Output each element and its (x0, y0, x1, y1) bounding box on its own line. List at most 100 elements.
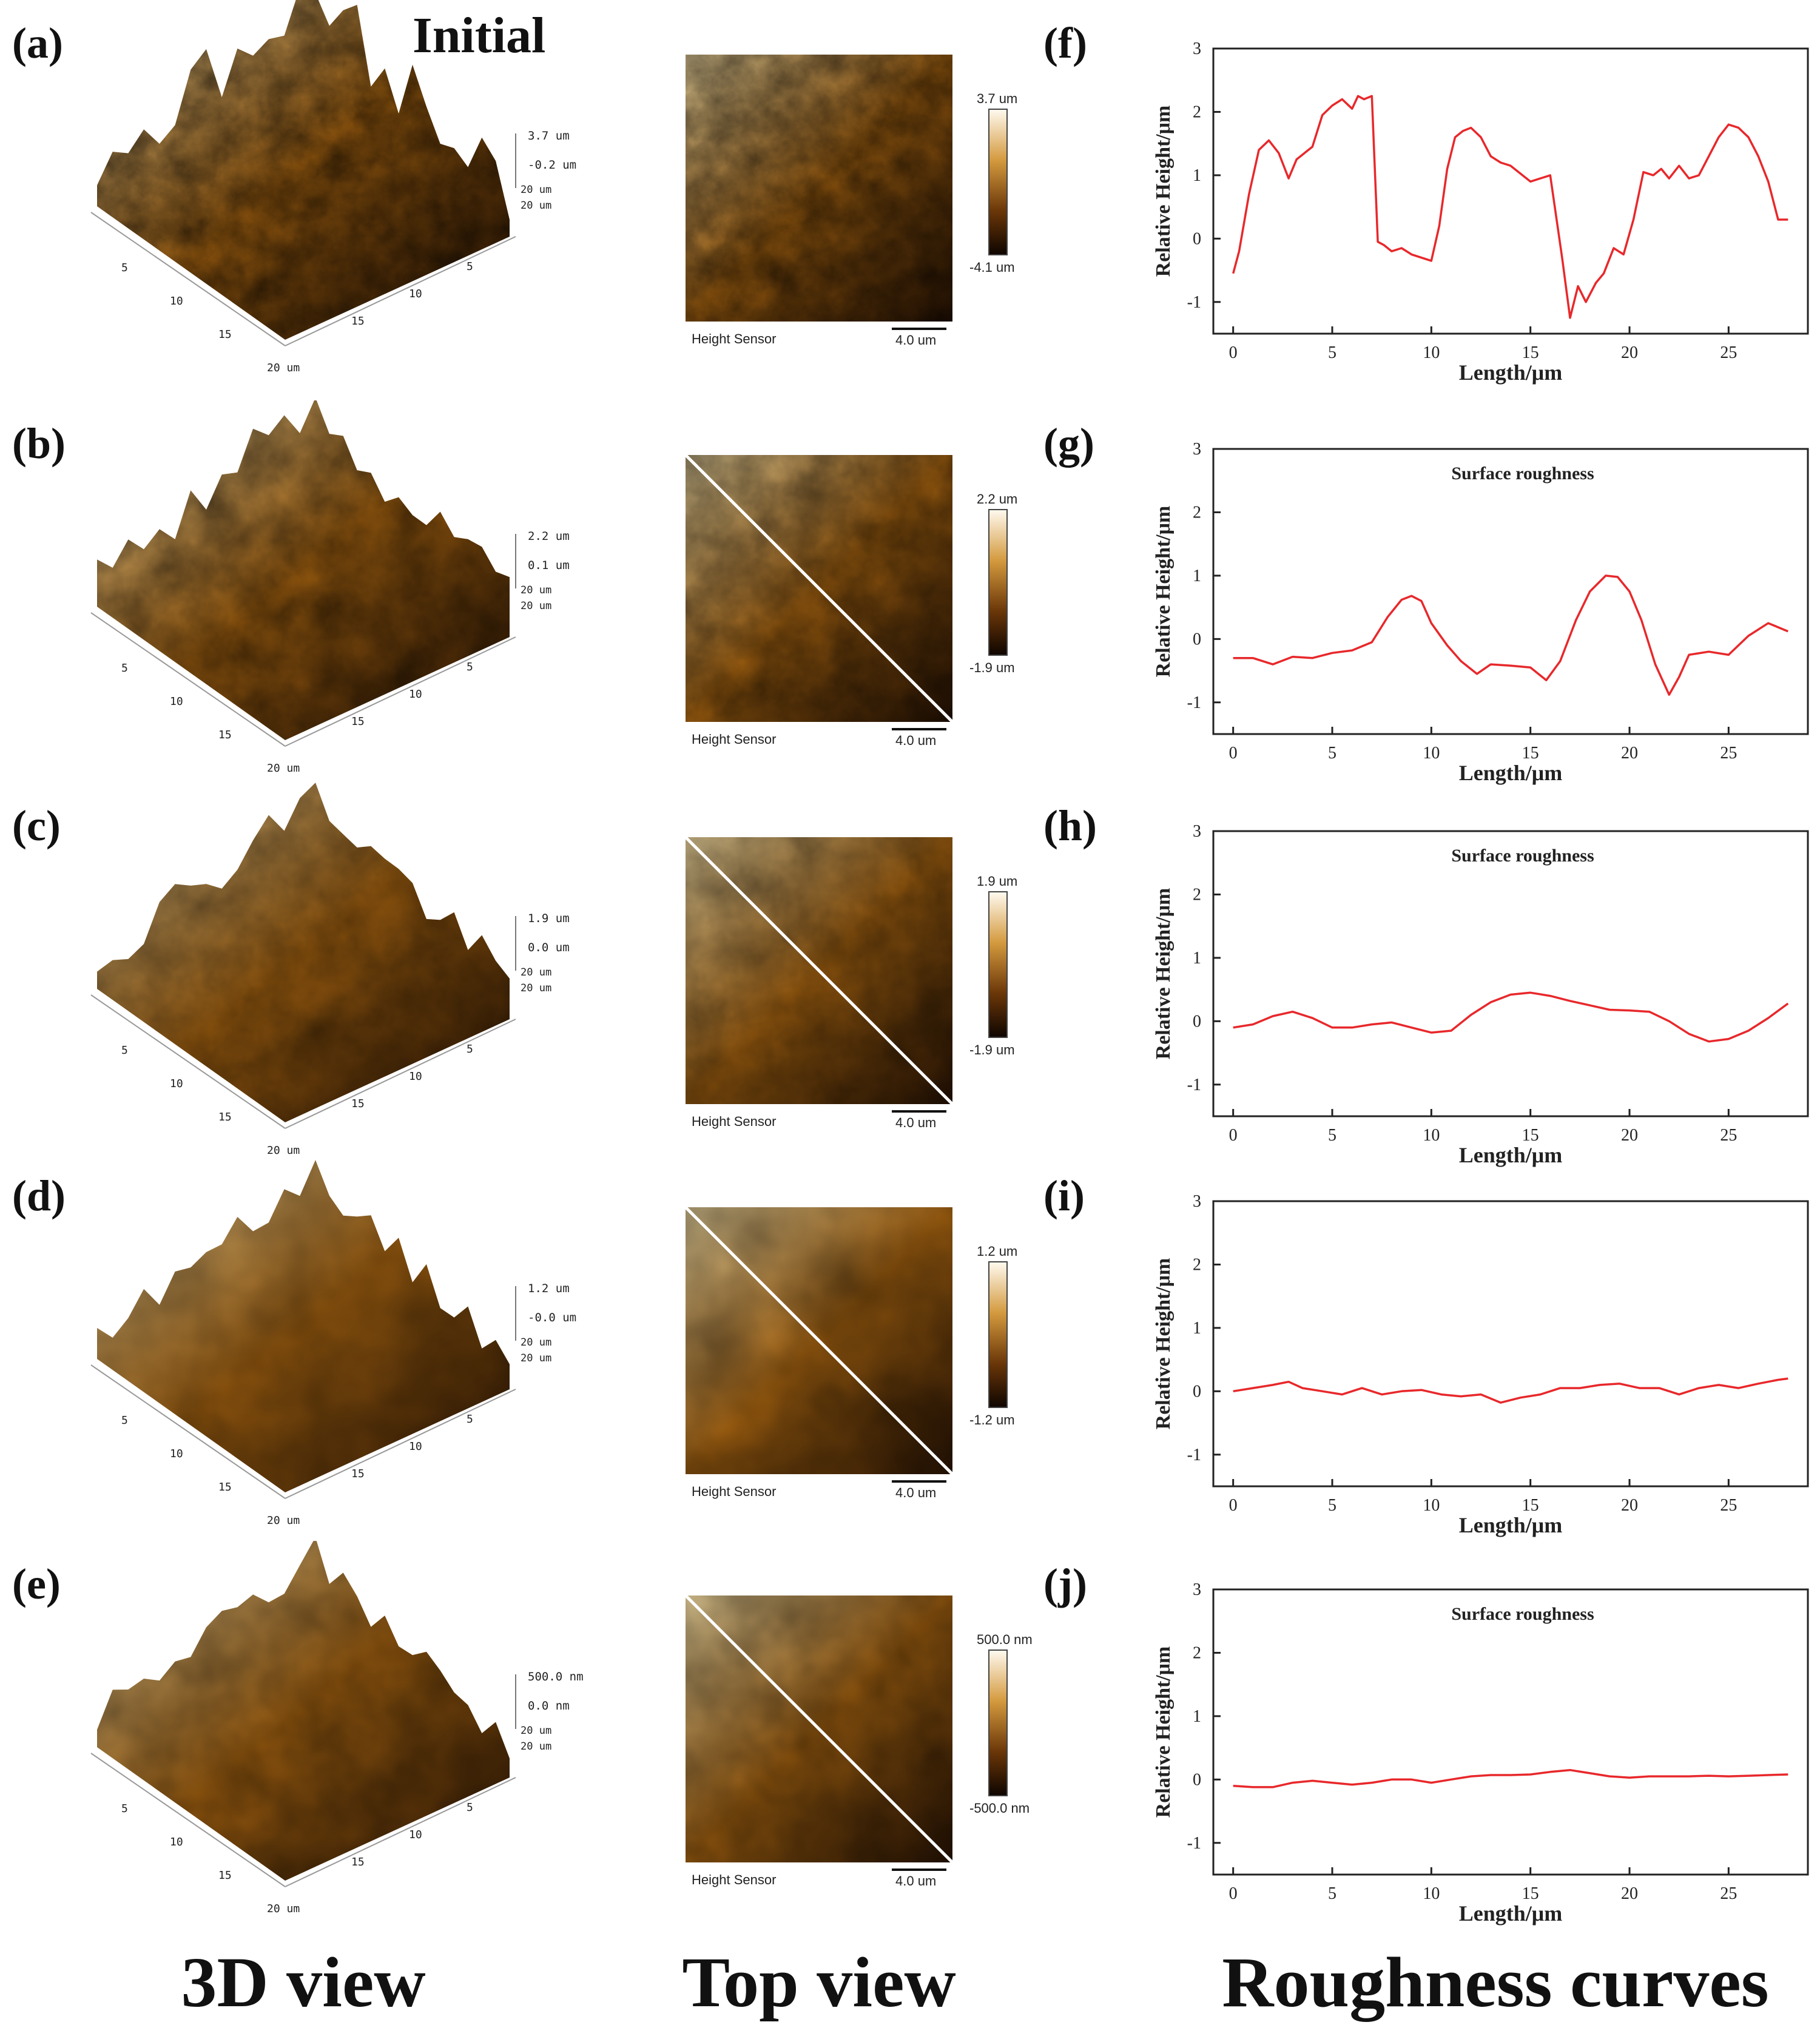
z-max-label: 3.7 um (528, 129, 570, 143)
y-tick-label: 1 (1193, 1319, 1201, 1338)
z-extent-label: 20 um (521, 1336, 551, 1349)
plot-title: Surface roughness (1451, 1604, 1594, 1624)
axis-tick-label: 5 (121, 1414, 128, 1427)
z-mid-label: 0.1 um (528, 559, 570, 572)
x-tick-label: 15 (1522, 744, 1539, 763)
x-tick-label: 20 (1621, 1884, 1638, 1903)
color-scale-min: -500.0 nm (969, 1801, 1030, 1816)
y-tick-label: -1 (1187, 293, 1201, 312)
height-sensor-label: Height Sensor (692, 1114, 776, 1129)
axis-right (285, 1777, 516, 1887)
axis-tick-label: 5 (467, 661, 473, 673)
axis-tick-label: 15 (218, 1869, 232, 1882)
height-sensor-label: Height Sensor (692, 1484, 776, 1499)
y-tick-label: 1 (1193, 949, 1201, 968)
scale-bar-label: 4.0 um (895, 733, 936, 748)
afm-top-view: 3.7 um -4.1 um Height Sensor 4.0 um (686, 55, 1017, 348)
axis-tick-label: 10 (170, 695, 183, 708)
roughness-curve (1232, 95, 1788, 319)
axis-tick-label: 20 um (267, 1144, 300, 1157)
panel-label-3d: (e) (12, 1560, 61, 1608)
color-scale-max: 500.0 nm (977, 1632, 1033, 1647)
x-axis-label: Length/μm (1459, 1143, 1562, 1167)
x-axis-label: Length/μm (1459, 761, 1562, 785)
scale-bar-label: 4.0 um (895, 1485, 936, 1500)
axis-tick-label: 15 (218, 328, 232, 341)
z-mid-label: 0.0 um (528, 941, 570, 954)
y-tick-label: 0 (1193, 229, 1201, 248)
afm-3d-view: 5 10 15 20 um 5 10 15 2.2 um 0.1 um 20 um 20 um (90, 400, 570, 775)
axis-tick-label: 10 (170, 1447, 183, 1460)
axis-tick-label: 15 (351, 1467, 365, 1480)
y-tick-label: 2 (1193, 1255, 1201, 1274)
panel-label-3d: (d) (12, 1171, 66, 1220)
y-tick-label: 3 (1193, 39, 1201, 58)
axis-tick-label: 5 (121, 261, 128, 274)
axis-right (285, 1389, 516, 1499)
afm-top-view: 1.2 um -1.2 um Height Sensor 4.0 um (684, 1206, 1017, 1500)
z-extent-label: 20 um (521, 1740, 551, 1753)
y-axis-label: Relative Height/μm (1152, 506, 1175, 678)
x-tick-label: 0 (1229, 744, 1238, 763)
plot-title: Surface roughness (1451, 846, 1594, 866)
color-scale-bar (988, 109, 1008, 255)
axis-tick-label: 20 um (267, 1902, 300, 1915)
x-axis-label: Length/μm (1459, 360, 1562, 385)
panel-label-curve: (j) (1043, 1560, 1087, 1608)
col-title-curves: Roughness curves (1222, 1943, 1769, 2022)
x-tick-label: 0 (1229, 1126, 1238, 1145)
z-max-label: 1.2 um (528, 1282, 570, 1295)
axis-tick-label: 20 um (267, 362, 300, 374)
panel-label-3d: (a) (12, 19, 63, 67)
z-max-label: 1.9 um (528, 912, 570, 925)
x-tick-label: 25 (1720, 343, 1737, 362)
y-tick-label: 1 (1193, 1707, 1201, 1726)
panel-label-3d: (b) (12, 419, 66, 468)
y-axis-label: Relative Height/μm (1152, 1258, 1175, 1430)
z-extent-label: 20 um (521, 184, 551, 196)
y-tick-label: -1 (1187, 1076, 1201, 1094)
y-tick-label: 0 (1193, 630, 1201, 649)
roughness-curve (1233, 1377, 1788, 1404)
y-tick-label: -1 (1187, 1834, 1201, 1853)
y-tick-label: 0 (1193, 1012, 1201, 1031)
y-tick-label: 3 (1193, 440, 1201, 459)
axis-tick-label: 10 (409, 1070, 422, 1083)
axis-tick-label: 15 (218, 1111, 232, 1124)
y-tick-label: -1 (1187, 1446, 1201, 1464)
y-tick-label: 1 (1193, 166, 1201, 185)
plot-frame (1212, 47, 1809, 335)
axis-tick-label: 15 (218, 729, 232, 741)
axis-tick-label: 5 (121, 662, 128, 675)
x-tick-label: 25 (1720, 1496, 1737, 1515)
axis-tick-label: 5 (121, 1802, 128, 1815)
axis-right (285, 1019, 516, 1129)
color-scale-min: -1.9 um (969, 660, 1015, 675)
x-tick-label: 5 (1328, 343, 1336, 362)
y-tick-label: 3 (1193, 1192, 1201, 1211)
plot-title: Surface roughness (1451, 463, 1594, 484)
afm-top-view: 500.0 nm -500.0 nm Height Sensor 4.0 um (684, 1594, 1033, 1889)
y-tick-label: -1 (1187, 693, 1201, 712)
x-tick-label: 0 (1229, 1884, 1238, 1903)
x-tick-label: 10 (1423, 1126, 1440, 1145)
roughness-chart: -1 0 1 2 3 0 5 10 15 20 25 Length/μm Relative Height… (1152, 440, 1809, 785)
z-mid-label: -0.0 um (528, 1311, 576, 1324)
height-sensor-label: Height Sensor (692, 732, 776, 747)
y-tick-label: 2 (1193, 885, 1201, 904)
x-tick-label: 10 (1423, 1884, 1440, 1903)
axis-tick-label: 15 (351, 715, 365, 728)
plot-frame (1212, 448, 1809, 735)
x-tick-label: 5 (1328, 1884, 1336, 1903)
z-extent-label: 20 um (521, 966, 551, 979)
color-scale-max: 2.2 um (977, 491, 1017, 507)
axis-left (90, 212, 286, 346)
profile-line (684, 454, 954, 723)
roughness-chart: -1 0 1 2 3 0 5 10 15 20 25 Length/μm Relative Height… (1152, 822, 1809, 1167)
axis-tick-label: 5 (467, 260, 473, 273)
x-tick-label: 5 (1328, 744, 1336, 763)
x-tick-label: 25 (1720, 1126, 1737, 1145)
height-map-texture (686, 55, 952, 322)
z-max-label: 500.0 nm (528, 1670, 584, 1683)
panel-label-curve: (i) (1043, 1171, 1085, 1220)
